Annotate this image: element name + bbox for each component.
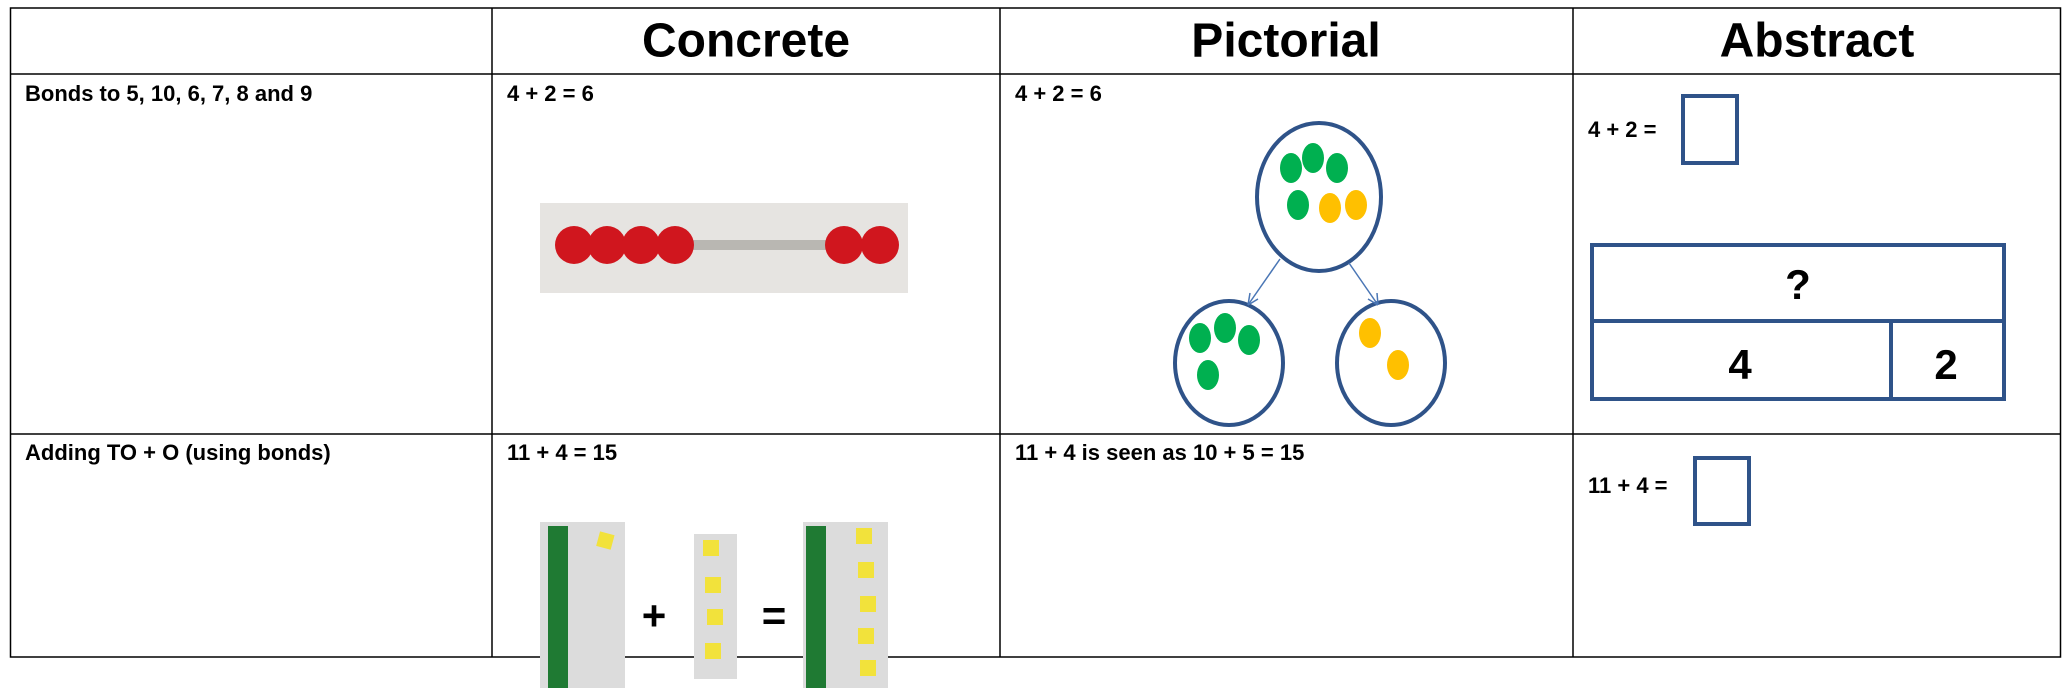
plus-sign: + [642, 592, 667, 639]
row-label: Adding TO + O (using bonds) [25, 440, 331, 465]
unit-cubes [703, 540, 723, 659]
unit-cubes [856, 528, 876, 676]
bar-part: 2 [1934, 341, 1957, 388]
bar-part: 4 [1728, 341, 1752, 388]
arrow-head [1367, 292, 1379, 306]
yellow-counters [1319, 190, 1409, 380]
column-header: Concrete [642, 15, 850, 68]
whole-circle [1255, 121, 1383, 273]
beads [555, 226, 899, 264]
bead-string-photo [540, 203, 908, 293]
arrow [1348, 262, 1379, 306]
table-grid [9, 7, 2062, 658]
concrete-text: 4 + 2 = 6 [507, 81, 594, 106]
answer-box [1693, 456, 1751, 526]
part-circle [1335, 299, 1447, 427]
table-border [9, 7, 2062, 658]
abstract-text: 11 + 4 = [1588, 473, 1668, 498]
arrow [1247, 258, 1281, 306]
ten-rod [548, 526, 568, 688]
part-circle [1173, 299, 1285, 427]
dienes-photos: + = [540, 522, 888, 688]
bar-whole: ? [1785, 261, 1811, 308]
equals-sign: = [762, 592, 787, 639]
column-header: Pictorial [1191, 15, 1380, 68]
unit-cube [596, 531, 615, 550]
pictorial-text: 4 + 2 = 6 [1015, 81, 1102, 106]
green-counters [1189, 143, 1348, 390]
ten-rod [806, 526, 826, 688]
part-whole-diagram [1173, 121, 1447, 427]
column-header: Abstract [1720, 15, 1915, 68]
concrete-text: 11 + 4 = 15 [507, 440, 617, 465]
bar-model: ? 4 2 [1590, 243, 2006, 401]
pictorial-text: 11 + 4 is seen as 10 + 5 = 15 [1015, 440, 1304, 465]
row-label: Bonds to 5, 10, 6, 7, 8 and 9 [25, 81, 312, 106]
arrow-head [1247, 292, 1259, 306]
string [560, 240, 890, 250]
abstract-text: 4 + 2 = [1588, 117, 1657, 142]
answer-box [1681, 94, 1739, 165]
